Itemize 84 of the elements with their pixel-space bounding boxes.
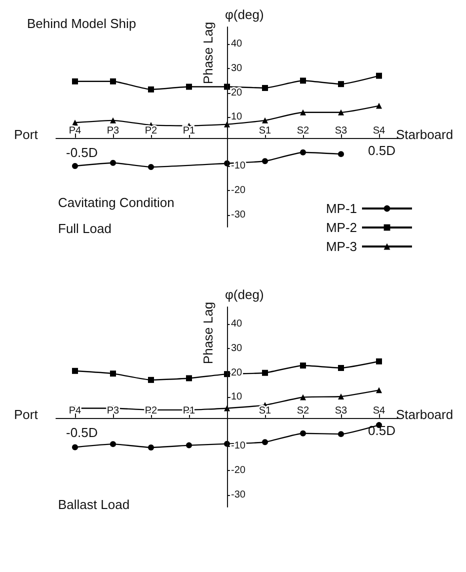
point	[338, 394, 344, 400]
x-tick-label: P1	[182, 125, 196, 136]
annotation: Phase Lag	[200, 302, 216, 364]
point	[110, 441, 116, 448]
annotation: Cavitating Condition	[58, 195, 174, 210]
y-tick-label: 10	[231, 392, 243, 403]
point	[300, 394, 306, 400]
point	[72, 163, 78, 170]
y-tick-label: 40	[231, 318, 243, 330]
point	[300, 149, 306, 156]
point	[72, 120, 78, 126]
point	[262, 370, 268, 376]
point	[338, 81, 344, 88]
x-tick-label: S2	[296, 405, 310, 416]
x-tick-label: S3	[334, 405, 348, 416]
annotation: Full Load	[58, 221, 112, 236]
annotation: Ballast Load	[58, 497, 130, 512]
x-tick-label: S4	[372, 405, 386, 416]
y-tick-label: -10	[231, 440, 246, 452]
y-tick-label: 30	[231, 342, 243, 354]
legend-label: MP-1	[326, 201, 357, 216]
y-tick-label: 40	[231, 38, 243, 50]
point	[300, 78, 306, 84]
point	[186, 442, 192, 448]
y-tick-label: 20	[231, 87, 243, 98]
x-tick-label: S3	[334, 125, 348, 136]
point	[148, 164, 154, 170]
annotation: -0.5D	[66, 425, 98, 440]
x-tick-label: P1	[182, 405, 196, 416]
x-tick-label: P4	[68, 125, 82, 136]
point	[110, 78, 116, 84]
annotation: 0.5D	[368, 143, 396, 158]
point	[110, 117, 116, 124]
point	[72, 78, 78, 84]
point	[376, 102, 382, 109]
x-tick-label: P2	[144, 125, 158, 136]
y-axis-title: φ(deg)	[225, 7, 264, 22]
x-tick-label: S4	[372, 125, 386, 136]
annotation: Starboard	[396, 127, 454, 142]
y-tick-label: 30	[231, 62, 243, 74]
point	[186, 375, 192, 382]
x-tick-label: S1	[258, 405, 272, 416]
point	[300, 430, 306, 436]
point	[262, 439, 268, 446]
text: Port	[14, 127, 38, 142]
text: Port	[14, 407, 38, 422]
point	[72, 368, 78, 374]
y-tick-label: -10	[231, 160, 246, 172]
legend-label: MP-2	[326, 220, 357, 235]
y-tick-label: -30	[231, 489, 246, 500]
point	[338, 431, 344, 438]
y-axis-title: φ(deg)	[225, 287, 264, 302]
point	[186, 84, 192, 90]
point	[300, 362, 306, 369]
annotation: 0.5D	[368, 423, 396, 438]
y-tick-label: -20	[231, 464, 246, 476]
chart-title: Behind Model Ship	[27, 16, 136, 31]
y-tick-label: -20	[231, 184, 246, 196]
point	[262, 84, 268, 91]
point	[110, 370, 116, 377]
point	[376, 72, 382, 79]
y-tick-label: 10	[231, 112, 243, 123]
annotation: -0.5D	[66, 145, 98, 160]
x-tick-label: P3	[106, 125, 120, 136]
point	[148, 86, 154, 92]
point	[110, 160, 116, 166]
y-tick-label: -30	[231, 209, 246, 220]
point	[338, 109, 344, 116]
point	[376, 358, 382, 364]
x-tick-label: S1	[258, 125, 272, 136]
point	[148, 376, 154, 383]
annotation: Starboard	[396, 407, 454, 422]
point	[72, 444, 78, 450]
x-tick-label: S2	[296, 125, 310, 136]
point	[262, 158, 268, 164]
legend-label: MP-3	[326, 239, 357, 254]
point	[338, 364, 344, 371]
point	[300, 109, 306, 116]
point	[262, 117, 268, 124]
point	[148, 444, 154, 450]
annotation: Phase Lag	[200, 22, 216, 84]
x-tick-label: P2	[144, 405, 158, 416]
point	[376, 387, 382, 394]
point	[338, 151, 344, 158]
